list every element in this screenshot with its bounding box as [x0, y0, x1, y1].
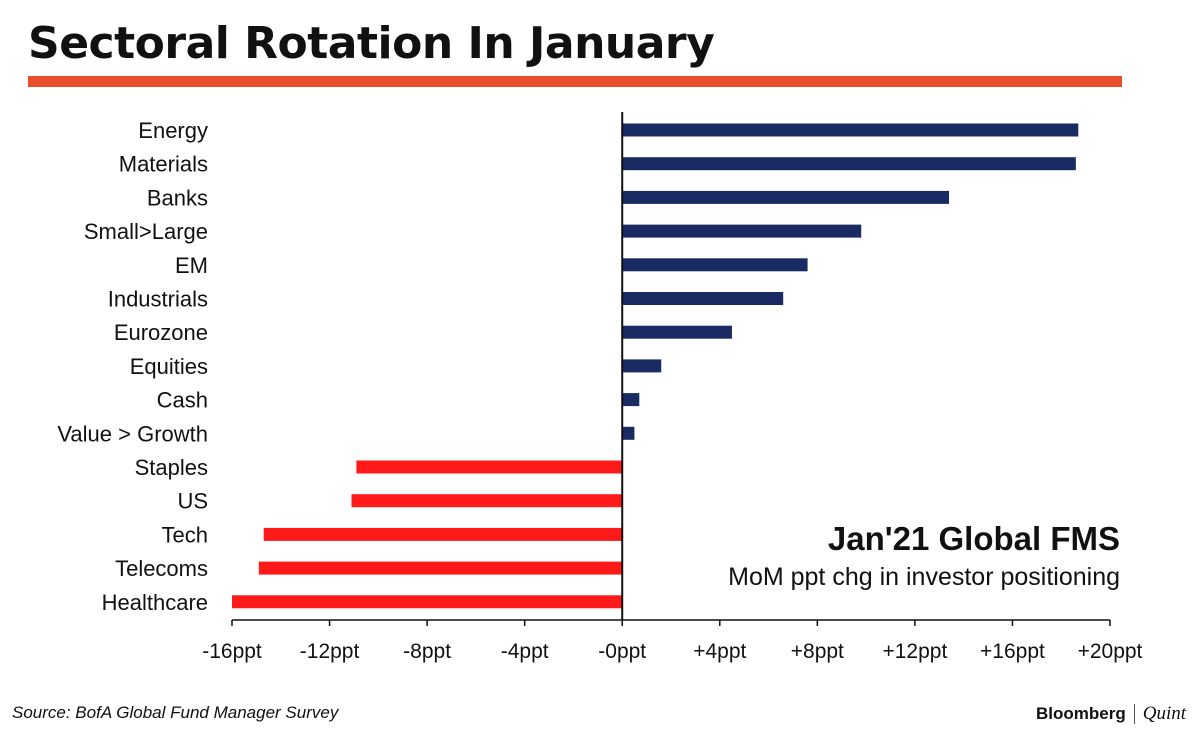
x-tick-label: +8ppt — [791, 640, 844, 663]
bar — [232, 595, 623, 609]
bar — [263, 527, 623, 541]
x-tick-label: -8ppt — [403, 640, 451, 663]
bar — [622, 359, 662, 373]
category-label: Equities — [130, 354, 208, 379]
bar — [622, 426, 635, 440]
category-label: Small>Large — [84, 219, 208, 244]
x-tick-label: +4ppt — [693, 640, 746, 663]
brand-secondary: Quint — [1142, 703, 1186, 724]
bar — [351, 494, 623, 508]
x-tick-label: +20ppt — [1078, 640, 1143, 663]
annotation-subtitle: MoM ppt chg in investor positioning — [728, 563, 1120, 591]
category-label: Value > Growth — [57, 421, 208, 446]
source-note: Source: BofA Global Fund Manager Survey — [12, 703, 339, 722]
x-tick-label: +12ppt — [882, 640, 947, 663]
bar — [622, 190, 950, 204]
page-title: Sectoral Rotation In January — [28, 18, 715, 69]
category-label: Tech — [162, 522, 208, 547]
category-label: Materials — [119, 152, 208, 177]
x-tick-label: -4ppt — [501, 640, 549, 663]
annotation-title: Jan'21 Global FMS — [827, 520, 1120, 557]
x-tick-label: -12ppt — [300, 640, 360, 663]
category-label: Telecoms — [115, 556, 208, 581]
category-label: Industrials — [108, 287, 208, 312]
bar — [258, 561, 623, 575]
bar — [622, 157, 1076, 171]
category-label: Energy — [138, 118, 208, 143]
category-label: Eurozone — [114, 320, 208, 345]
bar — [622, 325, 732, 339]
category-label: Staples — [135, 455, 208, 480]
bar — [622, 258, 808, 272]
bar — [622, 292, 784, 305]
category-label: Banks — [147, 185, 208, 210]
title-rule — [28, 76, 1122, 87]
x-tick-label: -0ppt — [598, 640, 646, 663]
bar — [622, 393, 640, 407]
x-tick-label: -16ppt — [202, 640, 262, 663]
category-label: EM — [175, 253, 208, 278]
bar — [622, 123, 1079, 137]
bar — [622, 224, 862, 238]
brand-divider — [1133, 704, 1135, 724]
bar — [356, 460, 623, 474]
category-label: Healthcare — [102, 590, 208, 615]
brand-primary: Bloomberg — [1035, 704, 1126, 723]
x-tick-label: +16ppt — [980, 640, 1045, 663]
category-label: US — [177, 489, 208, 514]
brand-logo: Bloomberg Quint — [1036, 703, 1186, 725]
category-label: Cash — [157, 388, 208, 413]
